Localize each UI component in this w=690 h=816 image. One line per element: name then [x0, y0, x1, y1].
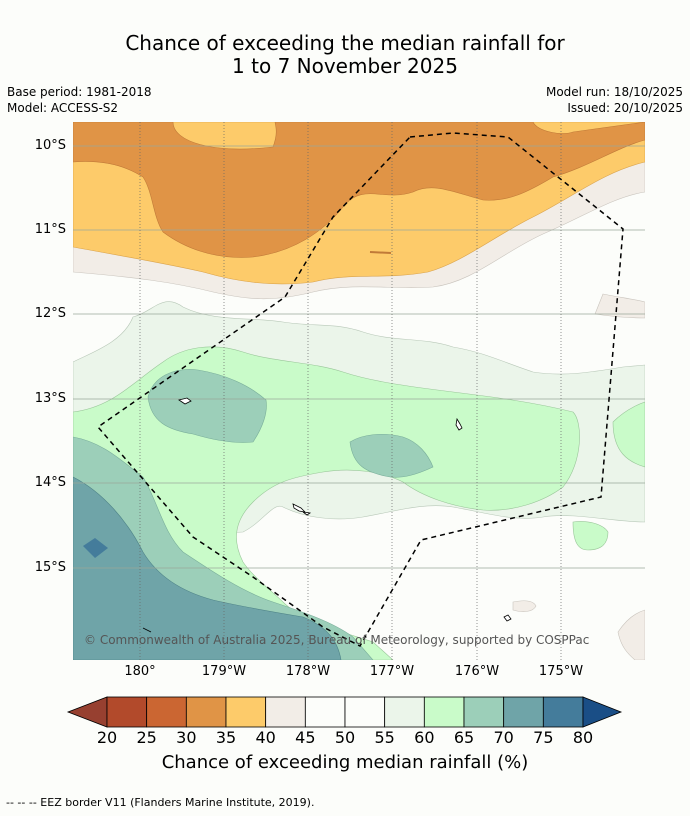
colorbar-tick-label: 65: [453, 728, 475, 747]
lat-label-14s: 14°S: [34, 475, 66, 490]
colorbar-tick-label: 20: [96, 728, 118, 747]
blob-40-45-south: [617, 609, 645, 660]
island-wallis: [292, 503, 307, 513]
colorbar-tick-label: 75: [533, 728, 554, 747]
colorbar-tick-label: 40: [255, 728, 276, 747]
latitude-gridlines: [73, 145, 645, 569]
colorbar-cell: [304, 696, 346, 728]
colorbar-tick-label: 35: [215, 728, 237, 747]
blob-60-65-east: [612, 401, 645, 468]
island-niuafoou: [455, 417, 463, 431]
colorbar-tick-label: 60: [414, 728, 435, 747]
colorbar-tick-label: 50: [334, 728, 356, 747]
blob-75-80: [83, 538, 108, 558]
blob-65-70-central: [349, 433, 434, 478]
map-title-line2: 1 to 7 November 2025: [232, 54, 458, 78]
colorbar-cell: [423, 696, 465, 728]
map-title-line1: Chance of exceeding the median rainfall …: [125, 31, 565, 55]
colorbar-tick-label: 70: [493, 728, 514, 747]
blob-40-45-east: [594, 293, 645, 319]
colorbar-cell: [225, 696, 267, 728]
base-period: Base period: 1981-2018: [7, 85, 152, 99]
copyright-notice: © Commonwealth of Australia 2025, Bureau…: [84, 633, 590, 647]
colorbar-cell: [463, 696, 505, 728]
island-line-north: [369, 251, 392, 254]
island-niuatoputapu: [503, 614, 512, 622]
lon-label-175w: 175°W: [538, 664, 584, 679]
model-name: Model: ACCESS-S2: [7, 101, 119, 115]
issued-date: Issued: 20/10/2025: [567, 101, 683, 115]
island-blob-west: [178, 397, 192, 405]
blob-65-70-north: [147, 369, 267, 443]
colorbar-cell: [542, 696, 584, 728]
colorbar-title: Chance of exceeding median rainfall (%): [161, 752, 529, 773]
lat-label-13s: 13°S: [34, 391, 66, 406]
colorbar-cell: [185, 696, 227, 728]
colorbar-cells: [106, 696, 584, 728]
blob-60-65-small: [572, 521, 609, 551]
colorbar-tick-label: 80: [572, 728, 594, 747]
colorbar-over-arrow: [582, 696, 623, 728]
eez-footnote: -- -- -- EEZ border V11 (Flanders Marine…: [6, 796, 315, 809]
lon-label-180: 180°: [124, 664, 156, 679]
colorbar-under-arrow: [66, 696, 108, 728]
colorbar-cell: [146, 696, 187, 728]
colorbar-cell: [344, 696, 386, 728]
lat-label-12s: 12°S: [34, 306, 66, 321]
colorbar-cell: [265, 696, 306, 728]
blob-40-45-island: [512, 600, 537, 612]
lat-label-15s: 15°S: [34, 560, 66, 575]
lon-label-177w: 177°W: [369, 664, 415, 679]
lon-label-179w: 179°W: [201, 664, 247, 679]
colorbar-cell: [106, 696, 148, 728]
island-futuna: [302, 511, 312, 516]
colorbar: [66, 696, 623, 728]
lon-label-178w: 178°W: [285, 664, 331, 679]
colorbar-cell: [503, 696, 544, 728]
model-run: Model run: 18/10/2025: [545, 85, 683, 99]
colorbar-tick-label: 30: [176, 728, 197, 747]
island-line-south: [142, 627, 152, 633]
colorbar-tick-label: 45: [295, 728, 316, 747]
map-panel: [73, 122, 645, 660]
islands: [142, 251, 512, 633]
colorbar-cell: [384, 696, 425, 728]
lon-label-176w: 176°W: [454, 664, 500, 679]
lat-label-10s: 10°S: [34, 138, 66, 153]
lat-label-11s: 11°S: [34, 222, 66, 237]
colorbar-tick-label: 25: [136, 728, 157, 747]
colorbar-tick-label: 55: [374, 728, 395, 747]
